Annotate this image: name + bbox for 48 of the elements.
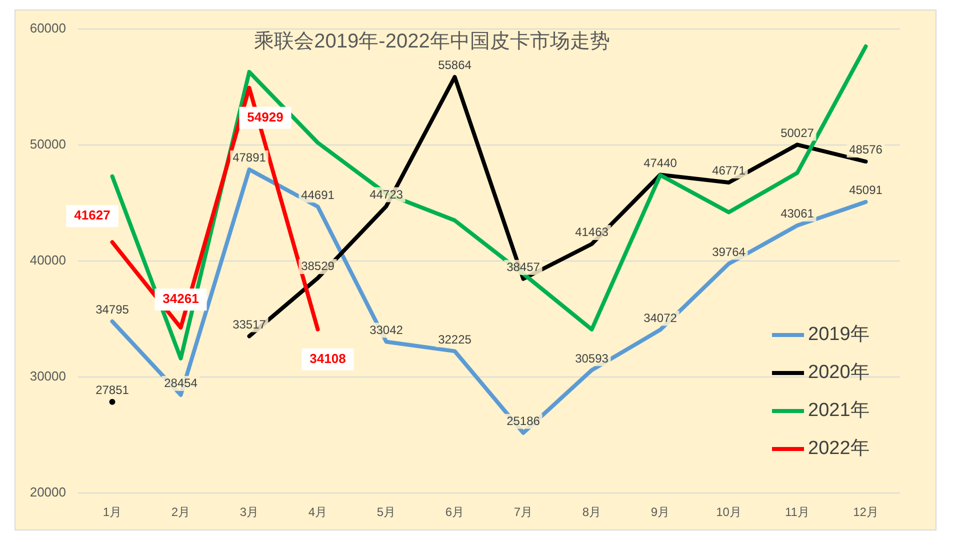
data-label: 34261	[162, 291, 199, 306]
data-label: 30593	[575, 351, 608, 366]
ytick: 20000	[30, 484, 66, 500]
data-label: 41627	[74, 208, 110, 223]
legend-label: 2020年	[808, 362, 870, 384]
xtick: 5月	[376, 505, 396, 520]
xtick: 4月	[308, 505, 328, 520]
ytick: 40000	[30, 252, 66, 268]
xtick: 9月	[650, 505, 670, 520]
data-label: 38457	[506, 260, 540, 274]
data-label: 25186	[506, 414, 540, 428]
data-label: 34108	[310, 350, 346, 366]
data-label: 39764	[712, 244, 746, 259]
data-label: 48576	[849, 142, 882, 157]
data-label: 34795	[96, 302, 129, 317]
data-label: 45091	[849, 183, 882, 198]
legend-label: 2022年	[808, 438, 870, 460]
xtick: 8月	[582, 505, 602, 520]
data-label: 43061	[780, 206, 814, 221]
ytick: 60000	[30, 20, 66, 36]
legend-label: 2021年	[808, 400, 870, 422]
data-label: 38529	[301, 259, 334, 274]
xtick: 11月	[785, 505, 810, 520]
xtick: 12月	[853, 505, 878, 520]
xtick: 6月	[445, 505, 464, 520]
legend-label: 2019年	[808, 324, 870, 346]
data-label: 33042	[370, 322, 403, 337]
xtick: 10月	[716, 505, 742, 520]
data-label: 46771	[712, 164, 746, 178]
xtick: 1月	[102, 505, 122, 520]
xtick: 7月	[514, 505, 533, 520]
xtick: 3月	[240, 505, 259, 520]
xtick: 2月	[171, 505, 190, 520]
data-label: 44691	[301, 188, 334, 202]
data-label: 27851	[96, 383, 129, 398]
data-label: 34072	[644, 310, 677, 325]
data-label: 55864	[438, 58, 472, 72]
data-label: 33517	[232, 317, 266, 332]
data-label: 41463	[575, 225, 608, 240]
ytick: 30000	[30, 368, 66, 384]
data-label: 50027	[780, 126, 814, 140]
data-label: 54929	[247, 109, 284, 124]
data-label: 32225	[438, 332, 472, 346]
ytick: 50000	[30, 136, 66, 152]
data-label: 47440	[644, 156, 677, 170]
data-label: 47891	[232, 150, 266, 165]
data-label: 28454	[164, 376, 198, 390]
title: 乘联会2019年-2022年中国皮卡市场走势	[254, 30, 610, 52]
